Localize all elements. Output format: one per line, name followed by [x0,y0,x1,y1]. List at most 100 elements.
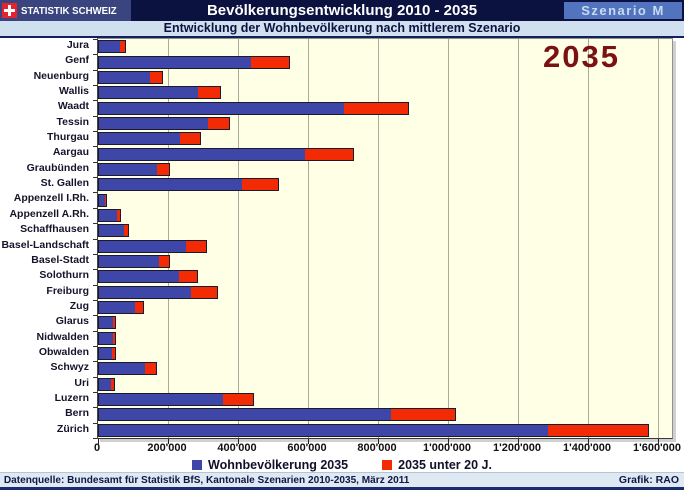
legend-label: 2035 unter 20 J. [398,458,492,472]
segment-under20 [113,317,116,329]
bar-nidwalden [98,331,117,345]
segment-under20 [186,240,206,252]
gridline [168,39,169,438]
category-label: Glarus [55,315,89,328]
segment-population [99,348,112,360]
segment-population [99,271,179,283]
x-axis-tick-label: 0 [93,442,101,454]
segment-under20 [116,209,121,221]
category-label: Freiburg [46,284,89,297]
x-axis-tick [168,439,169,444]
x-axis-tick [378,439,379,444]
segment-under20 [110,378,114,390]
x-axis-tick [658,439,659,444]
legend-item: 2035 unter 20 J. [382,458,492,472]
segment-under20 [178,271,197,283]
bar-z-rich [98,423,649,437]
y-axis-tick [93,254,97,255]
segment-population [99,163,158,175]
bar-graub-nden [98,162,171,176]
footer-bar: Datenquelle: Bundesamt für Statistik BfS… [0,472,684,490]
category-label: St. Gallen [40,177,89,190]
y-axis-tick [93,146,97,147]
y-axis-tick [93,331,97,332]
category-label: Bern [65,407,89,420]
segment-population [99,209,117,221]
graphic-credit: Grafik: RAO [618,474,679,486]
bar-aargau [98,147,354,161]
swiss-cross-icon [2,3,17,18]
y-axis-tick [93,177,97,178]
y-axis-tick [93,162,97,163]
legend-swatch [382,460,393,470]
category-label: Appenzell A.Rh. [9,207,89,220]
segment-population [99,256,159,268]
x-axis-tick-label: 1'400'000 [562,442,612,454]
category-label: Zürich [56,422,89,435]
segment-population [99,302,136,314]
bar-jura [98,40,127,54]
segment-population [99,378,111,390]
bar-wallis [98,86,222,100]
y-axis-tick [93,407,97,408]
segment-under20 [135,302,143,314]
category-label: Solothurn [39,269,89,282]
x-axis-tick-label: 1'000'000 [422,442,472,454]
category-label: Tessin [56,115,89,128]
bar-tessin [98,116,230,130]
y-axis-tick [93,346,97,347]
segment-under20 [242,179,278,191]
y-axis-tick [93,39,97,40]
gridline [658,39,659,438]
y-axis-tick [93,131,97,132]
segment-population [99,240,187,252]
bar-glarus [98,316,117,330]
y-axis-tick [93,223,97,224]
bar-appenzell-i-rh- [98,193,108,207]
segment-under20 [112,332,116,344]
y-axis-tick [93,315,97,316]
y-axis-tick [93,85,97,86]
gridline [448,39,449,438]
y-axis-tick [93,423,97,424]
plot-area [93,38,673,444]
y-axis-tick [93,116,97,117]
x-axis-tick [98,439,99,444]
segment-population [99,317,113,329]
segment-under20 [157,163,170,175]
x-axis-tick [448,439,449,444]
bar-schaffhausen [98,224,130,238]
segment-population [99,117,208,129]
year-annotation: 2035 [543,39,620,74]
data-source-note: Datenquelle: Bundesamt für Statistik BfS… [3,474,410,486]
bar-bern [98,408,456,422]
x-axis-tick [308,439,309,444]
y-axis-tick [93,392,97,393]
segment-under20 [111,348,115,360]
logo: STATISTIK SCHWEIZ [0,0,132,21]
page-title: Bevölkerungsentwicklung 2010 - 2035 [206,2,478,19]
segment-population [99,363,146,375]
segment-population [99,332,113,344]
segment-under20 [104,194,107,206]
gridline [518,39,519,438]
x-axis-tick-label: 1'200'000 [492,442,542,454]
bar-freiburg [98,285,218,299]
segment-under20 [251,56,290,68]
bar-genf [98,55,291,69]
chart-area: 2035 Jura Genf Neuenburg Wallis Waadt Tessin T… [0,38,684,472]
segment-under20 [222,394,253,406]
gridline [588,39,589,438]
y-axis-tick [93,70,97,71]
bar-waadt [98,101,410,115]
y-axis-tick [93,239,97,240]
y-axis-tick [93,285,97,286]
x-axis-tick-label: 1'600'000 [632,442,682,454]
bar-solothurn [98,270,198,284]
category-label: Genf [65,54,89,67]
x-axis-tick [238,439,239,444]
segment-under20 [180,133,201,145]
category-label: Schwyz [50,361,89,374]
category-label: Luzern [54,391,89,404]
category-label: Graubünden [26,161,89,174]
